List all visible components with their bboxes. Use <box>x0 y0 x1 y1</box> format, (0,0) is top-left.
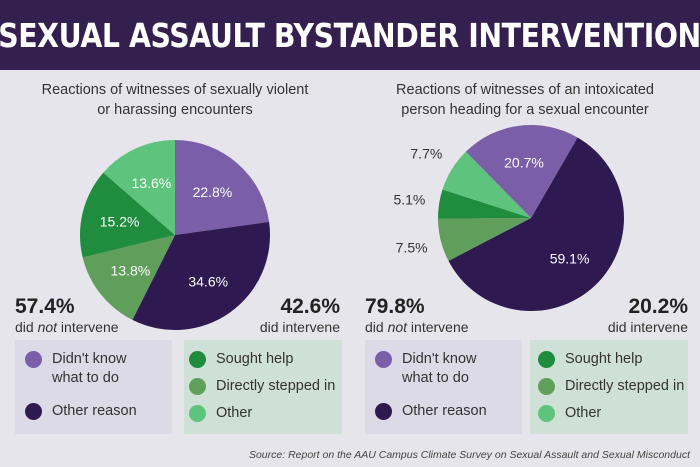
pie-slice <box>438 218 531 261</box>
pie-slice <box>442 151 531 218</box>
legend-did-intervene-2: Sought help Directly stepped in Other <box>530 340 688 434</box>
intervene-label: did intervene <box>607 319 688 335</box>
slice-label: 13.8% <box>111 262 151 278</box>
legend-item-other: Other <box>538 404 601 423</box>
intervene-label: did intervene <box>259 319 340 335</box>
purple-dot-icon <box>375 351 392 368</box>
slice-label: 7.7% <box>410 145 442 161</box>
source-note: Source: Report on the AAU Campus Climate… <box>248 449 690 461</box>
legend-item-sought-help: Sought help <box>538 350 642 369</box>
legend-item-other: Other <box>189 404 252 423</box>
not-intervene-label: did not intervene <box>365 319 469 335</box>
slice-label: 22.8% <box>193 184 233 200</box>
legend-label: Sought help <box>216 351 294 367</box>
legend-label: Other <box>565 405 602 421</box>
legend-label: Directly stepped in <box>216 378 336 394</box>
pie-slice <box>175 140 270 235</box>
chart-title-line: person heading for a sexual encounter <box>401 102 649 118</box>
pie-chart: 59.1% 7.5% 5.1% 7.7% 20.7% <box>393 125 624 311</box>
not-intervene-percent: 79.8% <box>365 295 425 318</box>
legend-label: Didn't know what to do <box>402 351 477 386</box>
not-intervene-percent: 57.4% <box>15 295 75 318</box>
chart-panel-violent: Reactions of witnesses of sexually viole… <box>0 70 350 440</box>
legend-did-not-intervene-2: Didn't know what to do Other reason <box>365 340 522 434</box>
legend-label: Other <box>216 405 253 421</box>
not-intervene-label: did not intervene <box>15 319 119 335</box>
slice-label: 59.1% <box>550 250 590 266</box>
legend-label: Sought help <box>565 351 643 367</box>
legend-label: Other reason <box>402 403 487 419</box>
legend-did-intervene: Sought help Directly stepped in Other <box>184 340 342 434</box>
legend-label: Directly stepped in <box>565 378 685 394</box>
pie-slice <box>448 137 624 311</box>
pie-slice <box>103 140 175 235</box>
slice-label: 7.5% <box>396 240 428 256</box>
pie-slice <box>465 125 578 218</box>
chart-title: Reactions of witnesses of sexually viole… <box>0 80 350 120</box>
light-green-dot-icon <box>538 405 555 422</box>
pie-slice <box>132 221 271 331</box>
chart-title-line: Reactions of witnesses of an intoxicated <box>396 82 654 98</box>
slice-label: 15.2% <box>100 214 140 230</box>
legend-item-other-reason: Other reason <box>25 402 137 421</box>
legend-item-didnt-know: Didn't know what to do <box>375 350 477 388</box>
dark-purple-dot-icon <box>375 403 392 420</box>
dark-green-dot-icon <box>538 351 555 368</box>
legend-item-other-reason: Other reason <box>375 402 487 421</box>
purple-dot-icon <box>25 351 42 368</box>
legend-item-sought-help: Sought help <box>189 350 293 369</box>
legend-item-didnt-know: Didn't know what to do <box>25 350 127 388</box>
pie-chart: 22.8% 34.6% 13.8% 15.2% 13.6% <box>80 140 271 331</box>
chart-panel-intoxicated: Reactions of witnesses of an intoxicated… <box>350 70 700 440</box>
header-banner: SEXUAL ASSAULT BYSTANDER INTERVENTION <box>0 0 700 70</box>
slice-label: 20.7% <box>504 155 544 171</box>
slice-label: 5.1% <box>393 191 425 207</box>
legend-label: Other reason <box>52 403 137 419</box>
intervene-percent: 20.2% <box>628 295 688 318</box>
light-green-dot-icon <box>189 405 206 422</box>
intervene-percent: 42.6% <box>280 295 340 318</box>
chart-title-line: or harassing encounters <box>97 102 253 118</box>
dark-green-dot-icon <box>189 351 206 368</box>
slice-label: 34.6% <box>188 273 228 289</box>
legend-item-directly-stepped-in: Directly stepped in <box>538 377 684 396</box>
pie-slice <box>438 189 531 219</box>
mid-green-dot-icon <box>538 378 555 395</box>
legend-item-directly-stepped-in: Directly stepped in <box>189 377 335 396</box>
chart-title-line: Reactions of witnesses of sexually viole… <box>41 82 309 98</box>
dark-purple-dot-icon <box>25 403 42 420</box>
legend-label: Didn't know what to do <box>52 351 127 386</box>
pie-slice <box>80 172 175 258</box>
page-title: SEXUAL ASSAULT BYSTANDER INTERVENTION <box>0 15 700 55</box>
mid-green-dot-icon <box>189 378 206 395</box>
chart-title: Reactions of witnesses of an intoxicated… <box>350 80 700 120</box>
slice-label: 13.6% <box>132 175 172 191</box>
legend-did-not-intervene: Didn't know what to do Other reason <box>15 340 172 434</box>
pie-slice <box>82 235 175 320</box>
